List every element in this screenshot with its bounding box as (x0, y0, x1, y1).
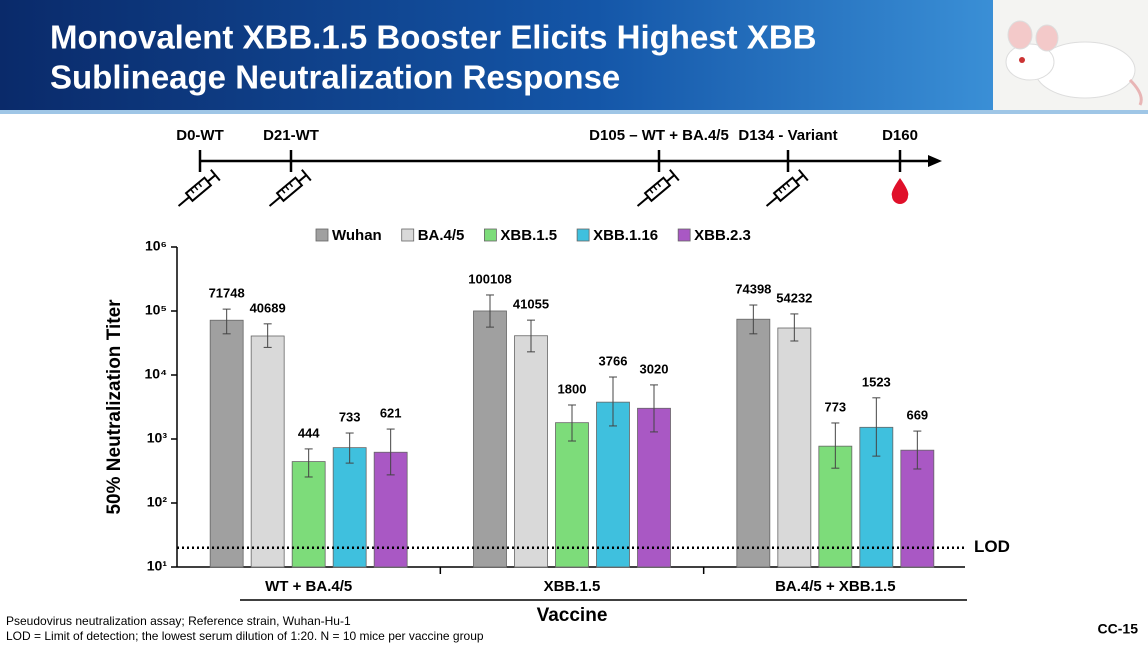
timeline-label: D105 – WT + BA.4/5 (589, 127, 729, 144)
timeline (200, 155, 942, 167)
x-axis-label: Vaccine (537, 605, 608, 626)
timeline-events: D0-WT D21-WT D105 – WT + BA.4/5 D134 - Vari… (176, 127, 918, 207)
title-line: Monovalent XBB.1.5 Booster Elicits Highe… (50, 19, 816, 56)
value-label: 54232 (776, 290, 812, 305)
syringe-plunger (207, 174, 216, 183)
syringe-icon (177, 169, 221, 207)
syringe-body (643, 176, 672, 203)
syringe-icon (268, 169, 312, 207)
value-label: 100108 (468, 271, 511, 286)
syringe-mark (193, 185, 199, 191)
syringe-handle (210, 169, 221, 182)
chart: 10¹ 10² 10³ 10⁴ 10⁵ 10⁶ 50% Neutralization Tit… (104, 227, 1010, 626)
timeline-label: D21-WT (263, 127, 319, 144)
syringe-mark (281, 188, 286, 194)
syringe-mark (781, 185, 787, 191)
value-label: 40689 (250, 300, 286, 315)
value-label: 3020 (640, 361, 669, 376)
syringe-needle (636, 196, 649, 207)
blood-drop (891, 178, 909, 204)
value-label: 621 (380, 405, 402, 420)
x-tick-label: WT + BA.4/5 (265, 578, 352, 595)
title-line: Sublineage Neutralization Response (50, 59, 620, 96)
syringe-mark (785, 182, 791, 188)
y-tick-label: 10⁴ (145, 366, 168, 382)
bar (291, 461, 326, 568)
bar (596, 401, 630, 568)
syringe-plunger (795, 174, 804, 183)
syringe-plunger (666, 174, 675, 183)
syringe-mark (288, 182, 294, 188)
footnote: LOD = Limit of detection; the lowest ser… (6, 629, 484, 643)
legend-label: XBB.2.3 (694, 227, 751, 244)
value-label: 444 (298, 425, 320, 440)
bar (250, 335, 285, 568)
legend-label: XBB.1.16 (593, 227, 658, 244)
syringe-mark (284, 185, 290, 191)
syringe-needle (765, 196, 778, 207)
bar (555, 422, 589, 568)
bar (514, 335, 548, 568)
syringe-body (184, 176, 213, 203)
value-label: 669 (906, 408, 928, 423)
reference-label: LOD (974, 537, 1010, 556)
syringe-body (275, 176, 304, 203)
syringe-needle (177, 196, 190, 207)
syringe-mark (778, 188, 783, 194)
value-label: 3766 (599, 353, 628, 368)
x-tick-label: XBB.1.5 (544, 578, 601, 595)
mouse-image (993, 0, 1148, 110)
value-label: 773 (824, 399, 846, 414)
bar (473, 310, 507, 568)
page-id: CC-15 (1098, 621, 1139, 637)
syringe-mark (652, 185, 658, 191)
timeline-label: D160 (882, 127, 918, 144)
banner-strip (0, 110, 1148, 114)
legend-swatch (315, 228, 329, 242)
syringe-needle (268, 196, 281, 207)
syringe-handle (798, 169, 809, 182)
y-tick-label: 10³ (147, 430, 168, 446)
value-label: 41055 (513, 297, 549, 312)
bar (736, 318, 771, 568)
syringe-icon (636, 169, 680, 207)
y-tick-label: 10² (147, 494, 168, 510)
footnote: Pseudovirus neutralization assay; Refere… (6, 614, 351, 628)
banner (0, 0, 993, 110)
y-tick-label: 10⁵ (145, 302, 167, 318)
bar (777, 327, 812, 568)
value-label: 71748 (209, 286, 245, 301)
x-tick-label: BA.4/5 + XBB.1.5 (775, 578, 895, 595)
timeline-label: D134 - Variant (738, 127, 837, 144)
legend-label: Wuhan (332, 227, 382, 244)
bar (209, 319, 244, 568)
legend-swatch (576, 228, 590, 242)
syringe-handle (669, 169, 680, 182)
y-tick-label: 10⁶ (145, 238, 167, 254)
legend-swatch (677, 228, 691, 242)
syringe-mark (190, 188, 195, 194)
timeline-label: D0-WT (176, 127, 224, 144)
value-label: 74398 (735, 281, 771, 296)
legend-swatch (401, 228, 415, 242)
legend-swatch (484, 228, 497, 242)
syringe-mark (649, 188, 654, 194)
y-tick-label: 10¹ (147, 558, 168, 574)
bar (332, 447, 367, 568)
y-axis-label: 50% Neutralization Titer (104, 299, 125, 515)
syringe-icon (765, 169, 809, 207)
syringe-mark (656, 182, 662, 188)
value-label: 733 (339, 409, 361, 424)
syringe-plunger (298, 174, 307, 183)
syringe-mark (197, 182, 203, 188)
value-label: 1800 (558, 381, 587, 396)
bar (637, 407, 671, 568)
value-label: 1523 (862, 374, 891, 389)
legend-label: XBB.1.5 (500, 227, 557, 244)
legend-label: BA.4/5 (418, 227, 465, 244)
syringe-body (772, 176, 801, 203)
syringe-handle (301, 169, 312, 182)
